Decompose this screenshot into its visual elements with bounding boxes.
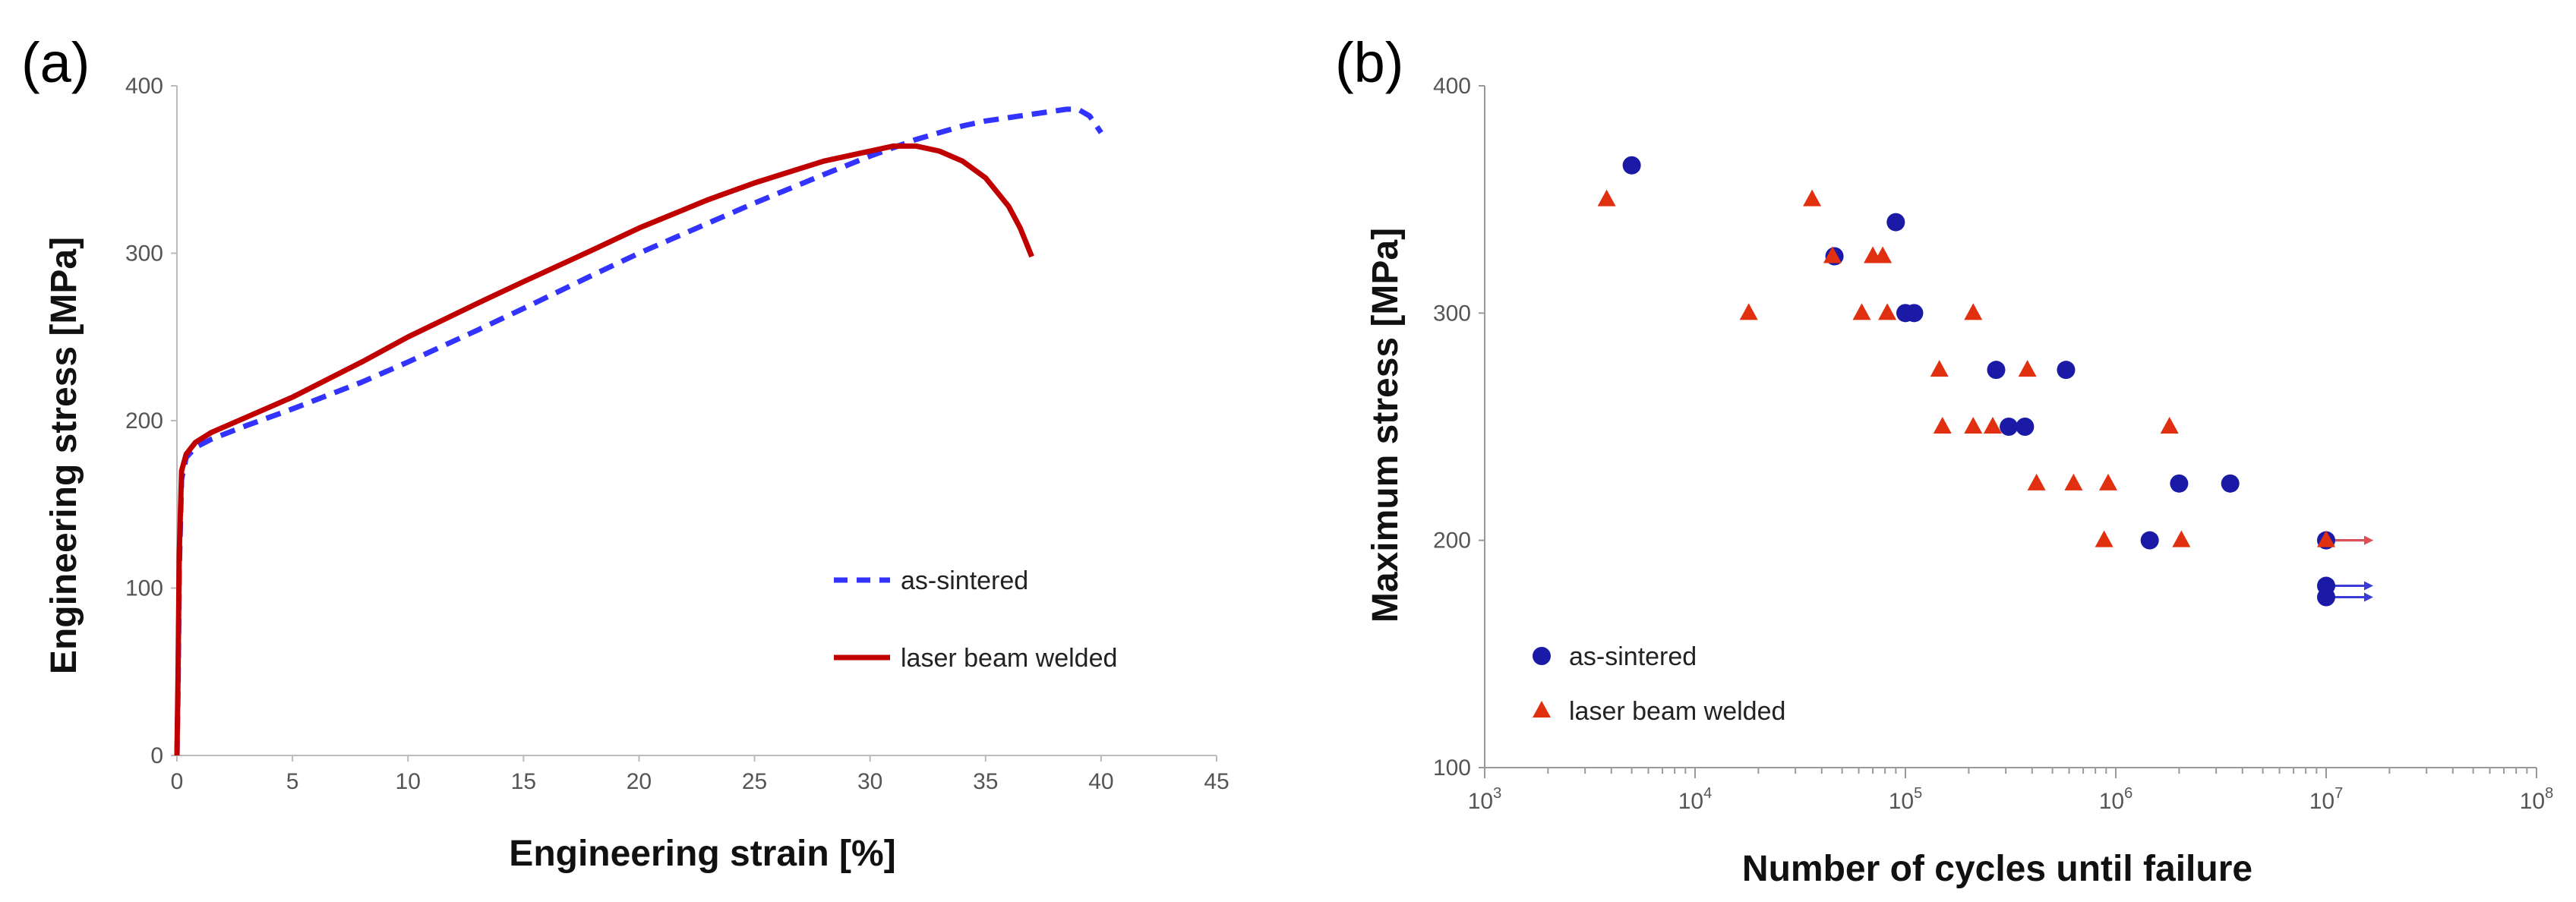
x-tick-label: 103 bbox=[1468, 785, 1502, 814]
panel-b-legend: as-sintered laser beam welded bbox=[1533, 642, 1785, 726]
data-point-as-sintered bbox=[1886, 213, 1905, 232]
panel-b-y-axis-title: Maximum stress [MPa] bbox=[1365, 228, 1406, 623]
data-point-laser-beam-welded bbox=[2064, 473, 2083, 490]
panel-a-series bbox=[174, 106, 1103, 756]
data-point-laser-beam-welded bbox=[1597, 189, 1616, 207]
y-tick-label: 200 bbox=[1433, 528, 1471, 554]
x-tick-label: 5 bbox=[286, 769, 299, 794]
data-point-as-sintered bbox=[2000, 418, 2019, 436]
data-point-laser-beam-welded bbox=[2018, 360, 2037, 377]
data-point-as-sintered bbox=[2057, 361, 2076, 380]
x-tick-exponent: 4 bbox=[1703, 785, 1712, 802]
y-tick-label: 200 bbox=[125, 408, 163, 434]
y-tick-label: 100 bbox=[125, 576, 163, 601]
x-tick-label: 107 bbox=[2309, 785, 2344, 814]
panel-a-y-axis-title: Engineering stress [MPa] bbox=[44, 237, 84, 674]
x-tick-label: 106 bbox=[2099, 785, 2133, 814]
data-point-laser-beam-welded bbox=[1930, 360, 1949, 377]
legend-marker-laser-beam-welded bbox=[1533, 701, 1551, 718]
panel-b-x-axis-title: Number of cycles until failure bbox=[1742, 849, 2252, 889]
panel-b-axes bbox=[1484, 86, 2537, 768]
x-tick-label: 35 bbox=[973, 769, 998, 794]
legend-label-as-sintered: as-sintered bbox=[901, 566, 1028, 595]
data-point-laser-beam-welded bbox=[1933, 417, 1952, 434]
x-tick-exponent: 5 bbox=[1914, 785, 1922, 802]
y-tick-label: 0 bbox=[150, 743, 163, 768]
x-tick-label: 10 bbox=[396, 769, 421, 794]
x-tick-label: 0 bbox=[171, 769, 184, 794]
x-tick-exponent: 8 bbox=[2545, 785, 2553, 802]
series-line-as-sintered bbox=[174, 106, 1103, 756]
data-point-laser-beam-welded bbox=[2160, 417, 2179, 434]
x-tick-label: 45 bbox=[1204, 769, 1229, 794]
x-tick-label: 20 bbox=[627, 769, 652, 794]
data-point-laser-beam-welded bbox=[1852, 303, 1871, 320]
x-tick-exponent: 7 bbox=[2334, 785, 2343, 802]
runout-arrow-head bbox=[2364, 581, 2373, 591]
panel-a-x-axis-title: Engineering strain [%] bbox=[509, 834, 895, 874]
y-tick-label: 400 bbox=[125, 74, 163, 99]
data-point-laser-beam-welded bbox=[2098, 473, 2117, 490]
x-tick-exponent: 3 bbox=[1493, 785, 1501, 802]
panel-a-legend: as-sintered laser beam welded bbox=[834, 566, 1117, 673]
panel-a-ticks: 0 5 10 15 20 25 30 35 40 45 0 100 200 300 400 bbox=[125, 74, 1230, 794]
x-tick-exponent: 6 bbox=[2124, 785, 2132, 802]
data-point-laser-beam-welded bbox=[1964, 417, 1983, 434]
panel-a-label: (a) bbox=[21, 31, 90, 94]
data-point-as-sintered bbox=[2016, 418, 2035, 436]
x-tick-label: 30 bbox=[857, 769, 882, 794]
x-tick-base: 10 bbox=[2309, 789, 2334, 814]
x-tick-label: 25 bbox=[742, 769, 767, 794]
legend-label-laser-beam-welded-b: laser beam welded bbox=[1569, 697, 1785, 726]
panel-a-stress-strain: (a) 0 5 10 15 20 25 30 35 40 45 0 100 200 300 400 Engi… bbox=[21, 31, 1230, 874]
data-point-laser-beam-welded bbox=[2317, 530, 2335, 547]
data-point-laser-beam-welded bbox=[2027, 473, 2046, 490]
legend-marker-as-sintered bbox=[1533, 647, 1551, 665]
data-point-laser-beam-welded bbox=[1878, 303, 1897, 320]
y-tick-label: 400 bbox=[1433, 74, 1471, 99]
runout-arrow-head bbox=[2364, 592, 2373, 602]
x-tick-label: 40 bbox=[1088, 769, 1113, 794]
x-tick-base: 10 bbox=[1468, 789, 1493, 814]
panel-b-label: (b) bbox=[1335, 31, 1403, 94]
legend-label-as-sintered-b: as-sintered bbox=[1569, 642, 1697, 671]
legend-label-laser-beam-welded: laser beam welded bbox=[901, 644, 1117, 673]
series-line-laser-beam-welded bbox=[174, 143, 1034, 756]
x-tick-base: 10 bbox=[2520, 789, 2545, 814]
data-point-laser-beam-welded bbox=[1803, 189, 1822, 207]
data-point-laser-beam-welded bbox=[2172, 530, 2191, 547]
data-point-as-sintered bbox=[2140, 531, 2159, 550]
data-point-as-sintered bbox=[1622, 156, 1641, 175]
data-point-laser-beam-welded bbox=[1823, 246, 1842, 263]
data-point-laser-beam-welded bbox=[2095, 530, 2114, 547]
data-point-laser-beam-welded bbox=[1739, 303, 1758, 320]
x-tick-label: 108 bbox=[2520, 785, 2554, 814]
y-tick-label: 100 bbox=[1433, 755, 1471, 781]
data-point-as-sintered bbox=[1987, 361, 2006, 380]
y-tick-label: 300 bbox=[125, 241, 163, 266]
x-tick-label: 104 bbox=[1678, 785, 1713, 814]
data-point-as-sintered bbox=[2170, 474, 2189, 493]
data-point-laser-beam-welded bbox=[1874, 246, 1893, 263]
x-tick-base: 10 bbox=[2099, 789, 2124, 814]
data-point-as-sintered bbox=[1905, 304, 1924, 323]
data-point-laser-beam-welded bbox=[1964, 303, 1983, 320]
x-tick-label: 105 bbox=[1889, 785, 1923, 814]
panel-b-series bbox=[1597, 156, 2373, 607]
x-tick-base: 10 bbox=[1678, 789, 1703, 814]
runout-arrow-head bbox=[2364, 535, 2373, 545]
data-point-as-sintered bbox=[2221, 474, 2240, 493]
x-tick-base: 10 bbox=[1889, 789, 1914, 814]
data-point-laser-beam-welded bbox=[1983, 417, 2002, 434]
data-point-as-sintered bbox=[2317, 588, 2335, 607]
x-tick-label: 15 bbox=[511, 769, 536, 794]
y-tick-label: 300 bbox=[1433, 301, 1471, 326]
